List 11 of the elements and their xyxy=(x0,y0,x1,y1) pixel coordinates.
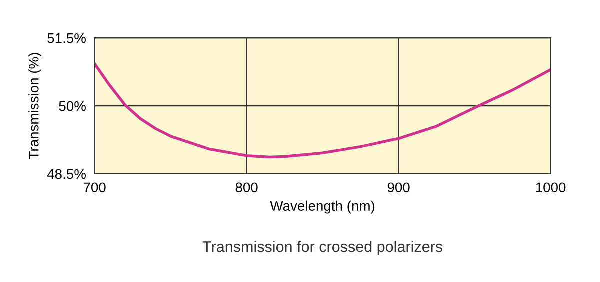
y-tick-label: 48.5% xyxy=(47,169,86,180)
x-tick-label: 800 xyxy=(236,182,258,193)
text: Transmission for crossed polarizers xyxy=(202,241,443,256)
x-axis-title: Wavelength (nm) xyxy=(270,200,375,214)
x-tick-label: 1000 xyxy=(536,182,566,193)
y-tick-label: 51.5% xyxy=(48,33,86,44)
y-tick-label: 50% xyxy=(59,101,86,112)
x-tick-label: 900 xyxy=(388,182,410,193)
line-series xyxy=(94,62,551,159)
x-tick-label: 700 xyxy=(84,182,106,193)
y-axis-title: Transmission (%) xyxy=(28,53,42,160)
